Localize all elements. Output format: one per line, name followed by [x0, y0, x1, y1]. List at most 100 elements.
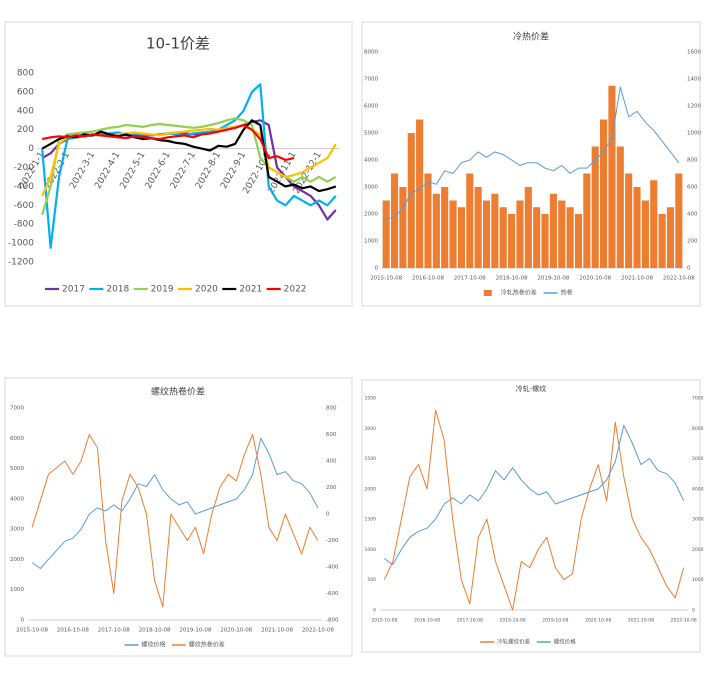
- y2-tick-label: 3000: [692, 517, 704, 523]
- x-tick-label: 2019-10-08: [179, 628, 211, 634]
- chart-title: 螺纹热卷价差: [151, 386, 205, 398]
- x-tick-label: 2016-10-08: [412, 276, 444, 282]
- y-tick-label: 500: [367, 577, 376, 583]
- y2-tick-label: 400: [326, 459, 337, 465]
- y-tick-label: 3000: [364, 185, 378, 191]
- bar: [508, 214, 516, 268]
- series-line: [41, 123, 295, 161]
- y2-tick-label: 1000: [692, 577, 704, 583]
- y-tick-label: -400: [14, 182, 35, 192]
- y-tick-label: 6000: [364, 104, 378, 110]
- y-tick-label: 2000: [365, 486, 377, 492]
- y-tick-label: -800: [14, 220, 35, 230]
- y-tick-label: 6000: [10, 436, 24, 442]
- y-tick-label: 3000: [10, 527, 24, 533]
- x-tick-label: 2017-10-08: [457, 618, 483, 624]
- y-tick-label: 600: [17, 87, 34, 97]
- y-tick-label: 800: [17, 69, 34, 79]
- x-tick-label: 2021-10-08: [621, 276, 653, 282]
- x-tick-label: 2021-10-08: [628, 618, 654, 624]
- y-tick-label: 5000: [10, 466, 24, 472]
- y-tick-label: 2000: [10, 557, 24, 563]
- chart-title: 冷热价差: [513, 31, 549, 43]
- bar: [449, 200, 457, 268]
- bar: [641, 200, 649, 268]
- x-tick-label: 2020-10-08: [579, 276, 611, 282]
- y-tick-label: 2500: [365, 456, 377, 462]
- bar: [675, 173, 683, 268]
- bar: [591, 146, 599, 268]
- y2-tick-label: 800: [326, 406, 337, 412]
- y-tick-label: 200: [17, 125, 34, 135]
- y2-tick-label: 0: [326, 512, 330, 518]
- x-tick-label: 2017-10-08: [98, 628, 130, 634]
- chart-title: 10-1价差: [146, 35, 210, 53]
- y-tick-label: 0: [375, 266, 379, 272]
- bar: [424, 173, 432, 268]
- y2-tick-label: -600: [326, 591, 339, 597]
- bar: [499, 207, 507, 268]
- panel: [361, 379, 701, 653]
- x-tick-label: 2015-10-08: [371, 618, 397, 624]
- bar: [608, 85, 616, 268]
- y2-tick-label: 2000: [692, 547, 704, 553]
- y-tick-label: 3000: [365, 426, 377, 432]
- bar: [650, 180, 658, 268]
- y-tick-label: 0: [373, 608, 376, 614]
- bar: [482, 200, 491, 268]
- y-tick-label: -1200: [8, 258, 34, 268]
- x-tick-label: 2018-10-08: [500, 618, 526, 624]
- legend-label: 热卷: [561, 289, 573, 297]
- y-tick-label: 1000: [10, 587, 24, 593]
- x-tick-label: 2020-10-08: [220, 628, 252, 634]
- y2-tick-label: 600: [687, 185, 698, 191]
- y-tick-label: 0: [28, 144, 34, 154]
- bar: [416, 119, 424, 268]
- series-line: [31, 437, 319, 569]
- bar: [625, 173, 633, 268]
- y-tick-label: 3500: [365, 396, 377, 402]
- chart-title: 冷轧-螺纹: [516, 384, 547, 393]
- y2-tick-label: 4000: [692, 486, 704, 492]
- y2-tick-label: 0: [687, 266, 691, 272]
- x-tick-label: 2022-10-08: [663, 276, 695, 282]
- x-tick-label: 2015-10-08: [370, 276, 402, 282]
- x-tick-label: 2015-10-08: [16, 628, 48, 634]
- panel: [4, 377, 353, 657]
- x-tick-label: 2020-10-08: [585, 618, 611, 624]
- bar: [399, 187, 407, 268]
- y-tick-label: 1000: [364, 239, 378, 245]
- y-tick-label: 5000: [364, 131, 378, 137]
- x-tick-label: 2022-10-08: [302, 628, 334, 634]
- bar: [432, 193, 440, 268]
- bar: [441, 187, 449, 268]
- x-tick-label: 2018-10-08: [139, 628, 171, 634]
- y-tick-label: -600: [14, 201, 35, 211]
- y-tick-label: 4000: [364, 158, 378, 164]
- bar: [583, 173, 591, 268]
- legend-label: 2019: [151, 285, 174, 295]
- y-tick-label: 8000: [364, 50, 378, 56]
- bar: [524, 187, 532, 268]
- bar: [466, 173, 474, 268]
- bar: [558, 200, 566, 268]
- y2-tick-label: 200: [687, 239, 698, 245]
- bar: [549, 193, 557, 268]
- y2-tick-label: -800: [326, 618, 339, 624]
- y-tick-label: -1000: [8, 239, 34, 249]
- x-tick-label: 2019-10-08: [542, 618, 568, 624]
- bar: [474, 187, 482, 268]
- legend-label: 螺纹价格: [554, 638, 577, 646]
- series-line: [31, 434, 319, 608]
- bar: [616, 146, 624, 268]
- y-tick-label: 7000: [10, 406, 24, 412]
- x-tick-label: 2022-10-08: [671, 618, 697, 624]
- legend-label: 2017: [62, 285, 85, 295]
- y2-tick-label: 6000: [692, 426, 704, 432]
- bar: [407, 133, 415, 268]
- series-line: [384, 424, 685, 566]
- legend-label: 2021: [239, 285, 262, 295]
- y-tick-label: 7000: [364, 77, 378, 83]
